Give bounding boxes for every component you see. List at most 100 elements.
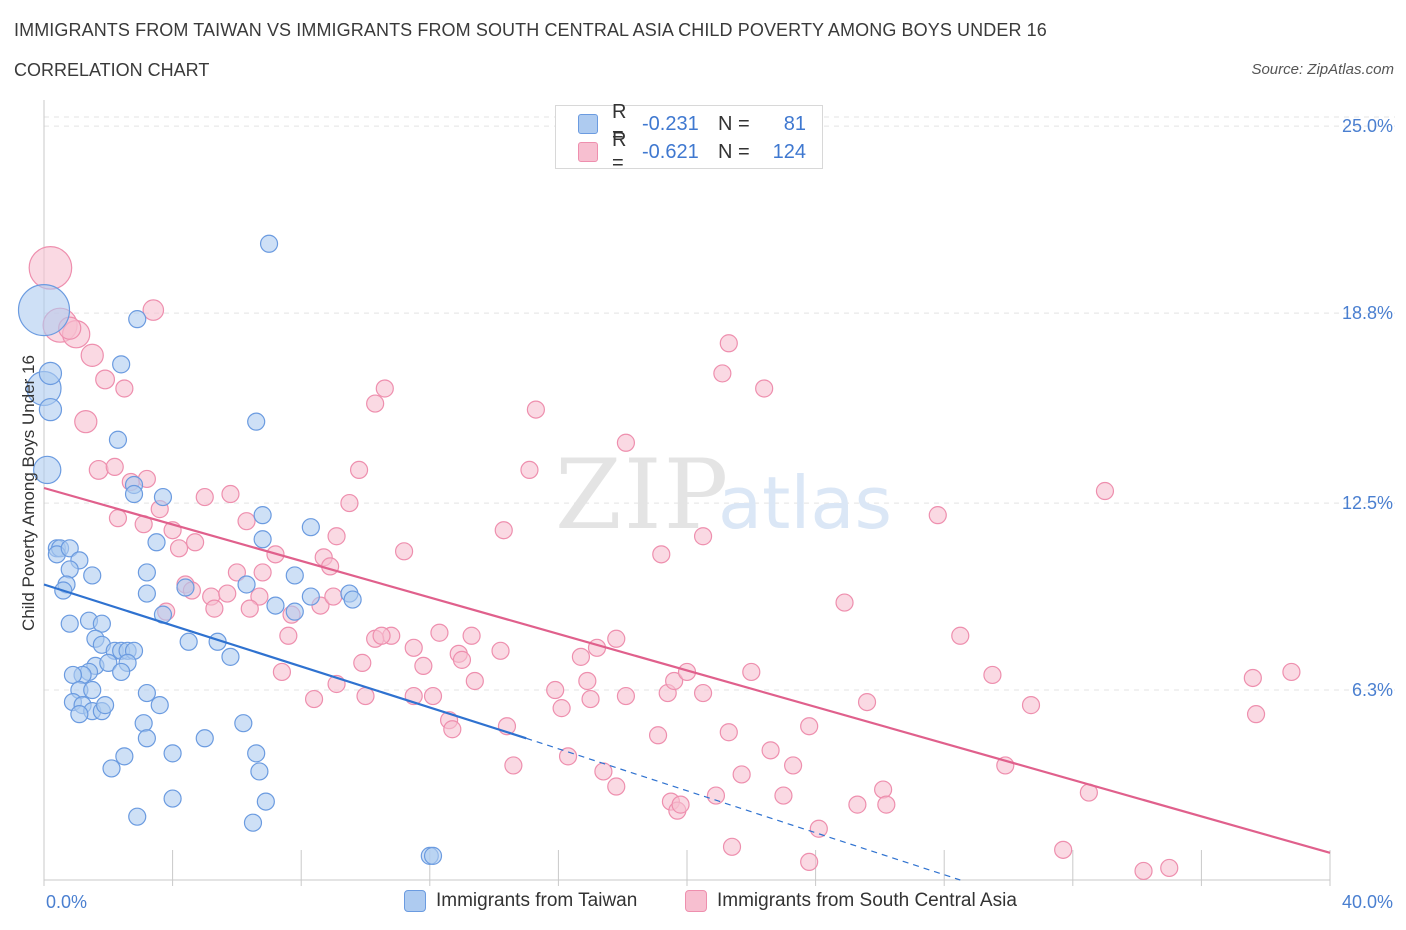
sca-point <box>504 756 523 775</box>
sca-point <box>253 563 272 582</box>
sca-trend-line <box>43 486 1331 854</box>
taiwan-point <box>38 397 63 422</box>
taiwan-point <box>95 696 115 715</box>
sca-point <box>452 650 472 669</box>
taiwan-point <box>343 590 362 609</box>
sca-point <box>722 837 742 856</box>
taiwan-point <box>250 762 269 781</box>
taiwan-point <box>195 729 214 748</box>
sca-point <box>607 629 626 648</box>
legend-r-value: -0.621 <box>642 140 699 163</box>
legend-n-label: N = <box>718 140 750 163</box>
taiwan-point <box>247 744 266 763</box>
taiwan-point <box>115 747 134 766</box>
chart-title: IMMIGRANTS FROM TAIWAN VS IMMIGRANTS FRO… <box>14 20 1047 40</box>
legend-sca-label: Immigrants from South Central Asia <box>717 890 1017 911</box>
sca-point <box>526 400 545 419</box>
sca-point <box>755 379 774 398</box>
sca-point <box>665 671 684 691</box>
sca-point <box>195 487 214 507</box>
sca-point <box>353 653 372 672</box>
sca-point <box>88 459 109 480</box>
legend-item-sca[interactable]: Immigrants from South Central Asia <box>685 890 1017 912</box>
legend-r-label: R = <box>612 101 627 146</box>
taiwan-point <box>247 412 266 431</box>
taiwan-point <box>256 792 275 811</box>
sca-point <box>571 647 591 666</box>
taiwan-point <box>423 846 443 865</box>
taiwan-point <box>163 789 182 808</box>
taiwan-point <box>285 566 304 585</box>
legend-row-sca: R = -0.621 N = 124 <box>578 129 806 174</box>
sca-point <box>1282 662 1301 682</box>
taiwan-point <box>38 361 63 386</box>
sca-point <box>983 665 1002 685</box>
sca-point <box>648 726 668 745</box>
taiwan-point <box>128 310 147 329</box>
sca-point <box>719 334 738 353</box>
taiwan-point <box>234 714 253 733</box>
sca-point <box>616 433 636 452</box>
taiwan-point <box>285 602 304 621</box>
taiwan-point <box>137 729 156 748</box>
sca-point <box>108 509 128 528</box>
taiwan-point <box>253 506 272 525</box>
taiwan-point <box>301 518 320 537</box>
taiwan-point <box>266 596 285 615</box>
series-sca-points <box>28 246 1301 881</box>
stats-legend: R = -0.231 N = 81 R = -0.621 N = 124 <box>555 101 823 174</box>
taiwan-point <box>153 487 173 507</box>
sca-point <box>1243 668 1262 688</box>
sca-point <box>304 689 324 709</box>
sca-point <box>95 369 116 390</box>
sca-point <box>394 542 414 561</box>
sca-point <box>835 593 854 612</box>
taiwan-point <box>60 614 79 633</box>
sca-point <box>340 493 359 513</box>
taiwan-point <box>137 683 156 703</box>
sca-swatch <box>578 142 598 162</box>
sca-point <box>279 626 298 645</box>
sca-point <box>443 720 462 739</box>
taiwan-point <box>60 560 79 579</box>
taiwan-point <box>259 234 279 253</box>
legend-n-label: N = <box>718 112 750 135</box>
taiwan-point <box>92 614 111 633</box>
legend-row-taiwan: R = -0.231 N = 81 <box>578 101 806 146</box>
sca-point <box>552 699 571 718</box>
sca-point <box>800 852 819 872</box>
sca-point <box>356 686 375 706</box>
sca-point <box>874 780 893 799</box>
sca-point <box>578 671 597 691</box>
sca-point <box>546 680 565 700</box>
sca-point <box>1054 840 1073 859</box>
taiwan-point <box>221 647 240 666</box>
axis-labels: 25.0% 18.8% 12.5% 6.3% 0.0% 40.0% Child Povert… <box>19 116 1393 912</box>
taiwan-point <box>179 632 198 651</box>
sca-point <box>671 795 690 814</box>
sca-point <box>221 484 240 504</box>
sca-point <box>951 626 970 645</box>
sca-point <box>693 527 713 546</box>
sca-point <box>1095 481 1115 501</box>
sca-point <box>719 723 738 742</box>
sca-point <box>1160 858 1179 878</box>
taiwan-point <box>134 714 153 733</box>
taiwan-point <box>33 455 62 485</box>
taiwan-point <box>301 587 320 606</box>
taiwan-point <box>150 696 169 715</box>
sca-point <box>465 671 484 691</box>
legend-item-taiwan[interactable]: Immigrants from Taiwan <box>404 890 637 912</box>
sca-point <box>491 641 510 660</box>
sca-point <box>28 246 73 290</box>
sca-point <box>732 765 751 784</box>
sca-point <box>783 756 803 775</box>
y-axis-title: Child Poverty Among Boys Under 16 <box>19 355 38 631</box>
sca-point <box>857 692 877 712</box>
sca-point <box>80 343 104 367</box>
sca-point <box>324 587 343 606</box>
taiwan-point <box>63 665 83 685</box>
y-tick-label: 6.3% <box>1352 680 1393 700</box>
sca-point <box>423 686 443 706</box>
sca-point <box>105 457 124 476</box>
